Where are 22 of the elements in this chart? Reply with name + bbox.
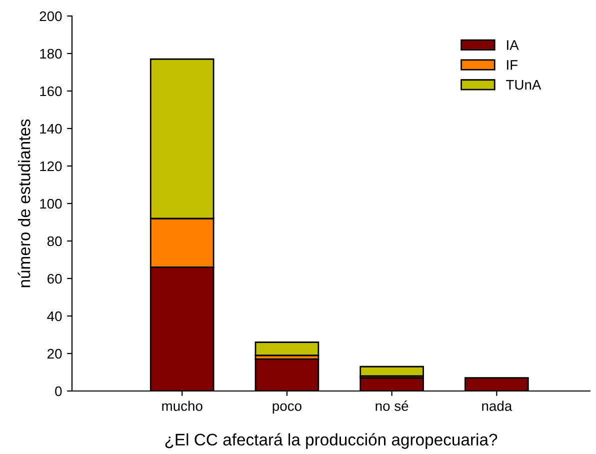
- x-tick-label: nada: [482, 400, 512, 411]
- y-tick-label: 180: [40, 48, 62, 59]
- y-tick-label: 160: [40, 86, 62, 96]
- legend-label: IA: [507, 40, 519, 50]
- bar: [360, 366, 424, 377]
- x-tick-label: mucho: [162, 400, 202, 411]
- y-tick-label: 40: [47, 311, 62, 322]
- x-axis-title: ¿El CC afectará la producción agropecuaria?: [165, 433, 498, 449]
- y-tick-label: 80: [47, 236, 62, 246]
- y-tick-label: 0: [55, 386, 62, 396]
- legend-label: TUnA: [506, 80, 542, 90]
- y-tick-label: 120: [40, 161, 62, 172]
- x-tick-label: poco: [272, 403, 302, 414]
- y-tick-label: 200: [40, 11, 62, 22]
- y-tick-label: 60: [48, 274, 62, 284]
- y-tick-label: 140: [40, 124, 62, 134]
- x-tick-label: no sé: [376, 400, 408, 411]
- y-tick-label: 20: [48, 348, 62, 359]
- bar: [254, 342, 320, 356]
- y-tick-label: 100: [40, 198, 62, 209]
- y-axis-title: número de estudiantes: [18, 119, 30, 288]
- legend-label: IF: [507, 60, 518, 70]
